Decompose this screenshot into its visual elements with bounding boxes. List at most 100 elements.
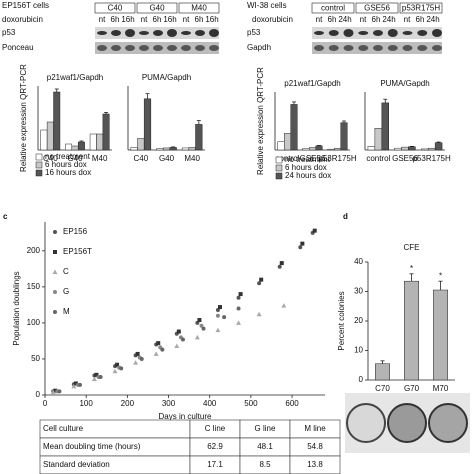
timepoint: 6h xyxy=(328,15,337,24)
timepoint: 6h xyxy=(372,15,381,24)
bar xyxy=(96,133,104,151)
point xyxy=(98,374,103,379)
legend-marker xyxy=(53,230,57,234)
point xyxy=(194,334,200,340)
band xyxy=(328,30,339,36)
point xyxy=(71,383,77,389)
x-tick-label: 400 xyxy=(203,399,217,408)
point xyxy=(160,347,165,352)
bar xyxy=(143,98,152,151)
y-tick-label: 0 xyxy=(359,375,364,384)
point xyxy=(180,337,185,342)
timepoint: 16h xyxy=(163,15,176,24)
timepoint: nt xyxy=(316,15,323,24)
point xyxy=(197,318,202,323)
band xyxy=(97,31,107,35)
band xyxy=(97,45,107,51)
point xyxy=(73,381,78,386)
chart-title: p21waf1/Gapdh xyxy=(47,73,104,82)
table-text: M line xyxy=(304,424,326,433)
band xyxy=(153,45,163,51)
band xyxy=(402,45,413,51)
point xyxy=(222,315,227,320)
timepoint: 16h xyxy=(121,15,134,24)
legend-label: EP156T xyxy=(63,247,92,256)
error-bar xyxy=(145,93,150,99)
group-box xyxy=(94,2,136,14)
band xyxy=(432,45,442,51)
legend-label: G xyxy=(63,287,69,296)
x-tick-label: G40 xyxy=(159,154,175,163)
legend-label: no treatment xyxy=(45,152,91,161)
point xyxy=(281,303,287,308)
band xyxy=(195,30,205,36)
x-tick-label: p53R175H xyxy=(318,154,356,163)
bar xyxy=(40,129,48,151)
legend-label: 16 hours dox xyxy=(45,168,91,177)
chart-title: CFE xyxy=(404,243,420,252)
point xyxy=(277,264,282,269)
x-tick-label: 100 xyxy=(79,399,93,408)
error-bar xyxy=(438,280,443,291)
treatment: doxorubicin xyxy=(2,15,43,24)
band xyxy=(417,30,428,36)
point xyxy=(50,389,56,395)
timepoint: 24h xyxy=(426,15,439,24)
error-bar xyxy=(54,88,59,92)
error-bar xyxy=(79,140,84,142)
legend-label: EP156 xyxy=(63,227,88,236)
band xyxy=(153,30,163,36)
bar xyxy=(130,147,138,151)
band xyxy=(209,29,219,37)
bar xyxy=(404,280,419,381)
table-text: Standard deviation xyxy=(43,460,110,469)
blot-row-label: Ponceau xyxy=(2,43,34,52)
bar xyxy=(162,147,171,151)
table-text: 48.1 xyxy=(257,442,273,451)
bar xyxy=(367,146,376,151)
point xyxy=(174,343,180,348)
table-text: 62.9 xyxy=(207,442,223,451)
x-tick-label: M40 xyxy=(92,154,108,163)
y-axis-label: Percent colonies xyxy=(337,291,346,350)
legend-label: 6 hours dox xyxy=(285,163,327,172)
band xyxy=(387,29,398,37)
band xyxy=(314,45,324,51)
timepoint: nt xyxy=(183,15,190,24)
table-text: Cell culture xyxy=(43,424,84,433)
timepoint: nt xyxy=(141,15,148,24)
point xyxy=(91,376,97,382)
legend-label: 6 hours dox xyxy=(45,160,87,169)
x-axis-label: Days in culture xyxy=(159,412,212,421)
bar xyxy=(102,113,110,151)
y-tick-label: 150 xyxy=(27,282,41,291)
legend-swatch xyxy=(275,164,283,172)
group-box xyxy=(355,2,399,14)
point xyxy=(135,351,140,356)
band xyxy=(111,30,121,36)
timepoint: nt xyxy=(404,15,411,24)
band xyxy=(373,30,383,36)
y-tick-label: 10 xyxy=(354,346,363,355)
point xyxy=(153,351,159,356)
table-text: 13.8 xyxy=(307,460,323,469)
bar xyxy=(156,148,164,151)
significance: * xyxy=(439,271,442,280)
table-text: C line xyxy=(205,424,226,433)
x-tick-label: C40 xyxy=(133,154,148,163)
y-tick-label: 40 xyxy=(354,257,363,266)
bar xyxy=(327,148,335,151)
band xyxy=(167,45,177,51)
band xyxy=(314,31,324,35)
bar xyxy=(375,363,390,381)
bar xyxy=(394,147,402,151)
band xyxy=(181,31,191,35)
band xyxy=(417,45,428,51)
table-text: 8.5 xyxy=(259,460,271,469)
point xyxy=(133,360,139,365)
x-tick-label: C70 xyxy=(375,384,390,393)
band xyxy=(402,31,413,35)
point xyxy=(215,327,221,333)
y-tick-label: 20 xyxy=(354,316,363,325)
x-tick-label: control xyxy=(275,154,299,163)
